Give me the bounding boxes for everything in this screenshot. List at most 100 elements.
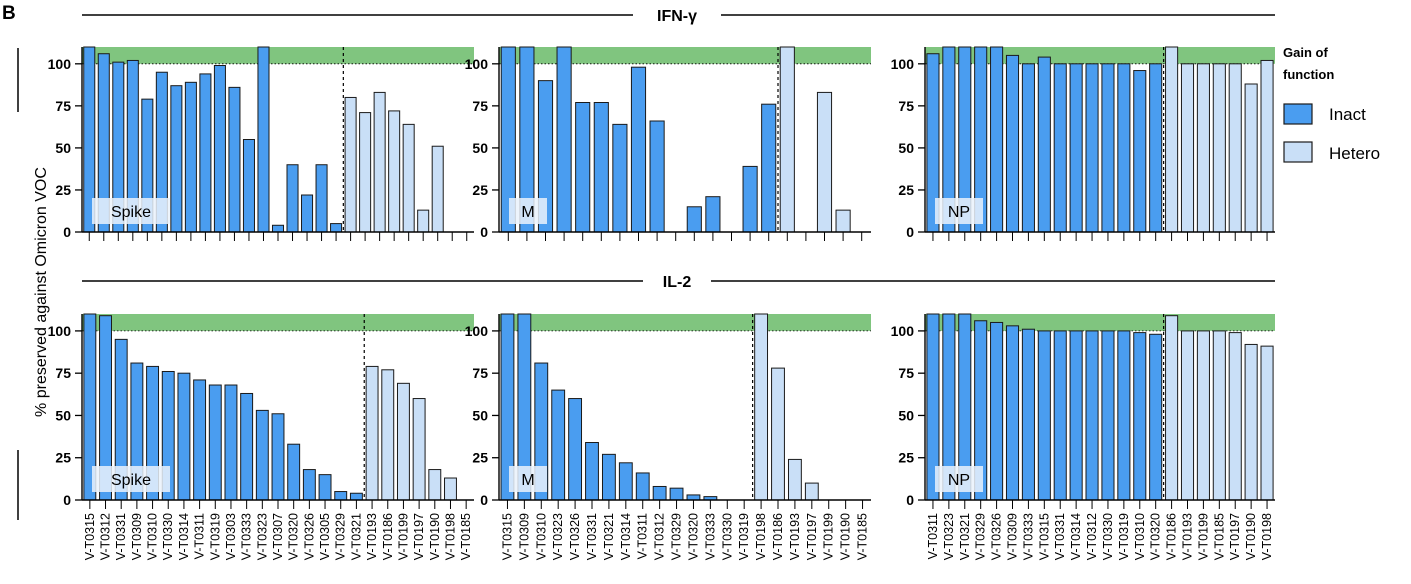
x-tick-label: V-T0311 <box>193 513 207 559</box>
panel-tag: Spike <box>111 204 151 221</box>
y-tick-label: 75 <box>898 365 914 381</box>
x-tick-label: V-T0198 <box>443 513 457 560</box>
x-tick-label: V-T0199 <box>396 513 410 560</box>
x-tick-label: V-T0199 <box>1196 513 1210 560</box>
x-tick-label: V-T0197 <box>412 513 426 560</box>
x-tick-label: V-T0321 <box>349 513 363 560</box>
y-tick-label: 0 <box>906 492 914 508</box>
bar-V-T0321 <box>349 492 363 501</box>
y-tick-label: 50 <box>55 407 71 423</box>
legend: Gain of function Inact Hetero <box>1283 45 1380 163</box>
bar-V-T0312 <box>1085 330 1099 501</box>
bar-20 <box>359 112 372 233</box>
bar-14 <box>742 165 758 233</box>
bar-V-T0197 <box>804 482 819 501</box>
x-tick-label: V-T0185 <box>459 513 473 560</box>
bar-20 <box>1228 63 1242 233</box>
bar-V-T0319 <box>1117 330 1131 501</box>
panel-tag: M <box>521 472 534 489</box>
bar-V-T0198 <box>444 477 457 501</box>
y-tick-label: 50 <box>472 140 488 156</box>
bar-8 <box>1037 56 1051 233</box>
bar-V-T0198 <box>754 313 769 501</box>
x-tick-label: V-T0193 <box>1181 513 1195 560</box>
bar-V-T0321 <box>601 453 616 501</box>
bar-V-T0186 <box>771 367 785 501</box>
bar-V-T0303 <box>224 384 238 501</box>
x-tick-label: V-T0320 <box>1149 513 1163 560</box>
bar-V-T0190 <box>1244 343 1258 501</box>
bar-19 <box>835 209 851 233</box>
x-tick-label: V-T0305 <box>318 513 332 560</box>
x-tick-label: V-T0310 <box>146 513 160 560</box>
legend-label-inact: Inact <box>1329 105 1366 124</box>
section-title-ifn: IFN-γ <box>657 8 697 25</box>
x-tick-label: V-T0309 <box>1006 513 1020 560</box>
x-tick-label: V-T0199 <box>822 513 836 560</box>
x-tick-label: V-T0185 <box>856 513 870 560</box>
y-tick-label: 0 <box>63 224 71 240</box>
bar-V-T0309 <box>1005 325 1020 501</box>
bar-V-T0314 <box>1069 330 1083 501</box>
bar-V-T0311 <box>635 472 650 501</box>
y-tick-label: 50 <box>472 407 488 423</box>
bar-V-T0326 <box>990 321 1004 501</box>
x-tick-label: V-T0190 <box>1244 513 1258 560</box>
bar-13 <box>257 46 270 233</box>
legend-gain-label-1: Gain of <box>1283 45 1328 60</box>
bar-V-T0320 <box>287 443 301 501</box>
bar-10 <box>213 65 226 233</box>
x-tick-label: V-T0311 <box>636 513 650 559</box>
x-tick-label: V-T0326 <box>302 513 316 560</box>
x-tick-label: V-T0314 <box>1069 513 1083 560</box>
x-tick-label: V-T0321 <box>958 513 972 560</box>
x-tick-label: V-T0186 <box>381 513 395 560</box>
bar-10 <box>1069 63 1083 233</box>
y-tick-label: 50 <box>898 407 914 423</box>
x-tick-label: V-T0320 <box>287 513 301 560</box>
x-tick-label: V-T0319 <box>737 513 751 560</box>
y-tick-label: 75 <box>55 365 71 381</box>
x-tick-label: V-T0331 <box>114 513 128 560</box>
bar-V-T0326 <box>302 469 316 501</box>
bar-17 <box>315 164 328 233</box>
bar-12 <box>242 139 255 233</box>
x-tick-label: V-T0314 <box>177 513 191 560</box>
x-tick-label: V-T0309 <box>517 513 531 560</box>
x-tick-label: V-T0315 <box>500 513 514 560</box>
panel-il2-spike: V-T0315 V-T0312 V-T0331 V-T0309 V-T0310 V-T03… <box>48 313 474 560</box>
x-tick-label: V-T0315 <box>1037 513 1051 560</box>
x-tick-label: V-T0307 <box>271 513 285 560</box>
section-title-il2: IL-2 <box>663 274 692 291</box>
x-tick-label: V-T0326 <box>568 513 582 560</box>
bar-V-T0320 <box>1149 333 1163 501</box>
bar-V-T0193 <box>787 458 802 501</box>
x-tick-label: V-T0190 <box>428 513 442 560</box>
x-tick-label: V-T0329 <box>974 513 988 560</box>
bar-22 <box>1260 59 1274 233</box>
x-tick-label: V-T0312 <box>1085 513 1099 560</box>
y-tick-label: 100 <box>48 323 72 339</box>
y-tick-label: 75 <box>55 98 71 114</box>
panel-tag-box <box>509 466 547 492</box>
x-tick-label: V-T0330 <box>720 513 734 560</box>
bar-23 <box>402 123 415 233</box>
panel-ifn-spike: 0 25 50 75 100 Spike <box>48 46 474 241</box>
panel-ifn-np: 0 25 50 75 100 NP <box>891 46 1275 241</box>
section-headers: IFN-γ IL-2 <box>82 8 1275 291</box>
x-tick-label: V-T0186 <box>771 513 785 560</box>
y-tick-label: 25 <box>472 182 488 198</box>
bar-18 <box>1196 63 1210 233</box>
x-tick-label: V-T0312 <box>653 513 667 560</box>
bar-14 <box>271 224 285 233</box>
bar-V-T0331 <box>585 442 599 501</box>
bar-V-T0185 <box>1212 330 1226 501</box>
y-tick-label: 75 <box>472 365 488 381</box>
bar-18 <box>816 91 833 233</box>
bar-13 <box>1117 63 1131 233</box>
y-tick-label: 75 <box>898 98 914 114</box>
gain-of-function-band <box>82 47 474 64</box>
x-tick-label: V-T0311 <box>926 513 940 559</box>
bar-6 <box>593 102 609 233</box>
